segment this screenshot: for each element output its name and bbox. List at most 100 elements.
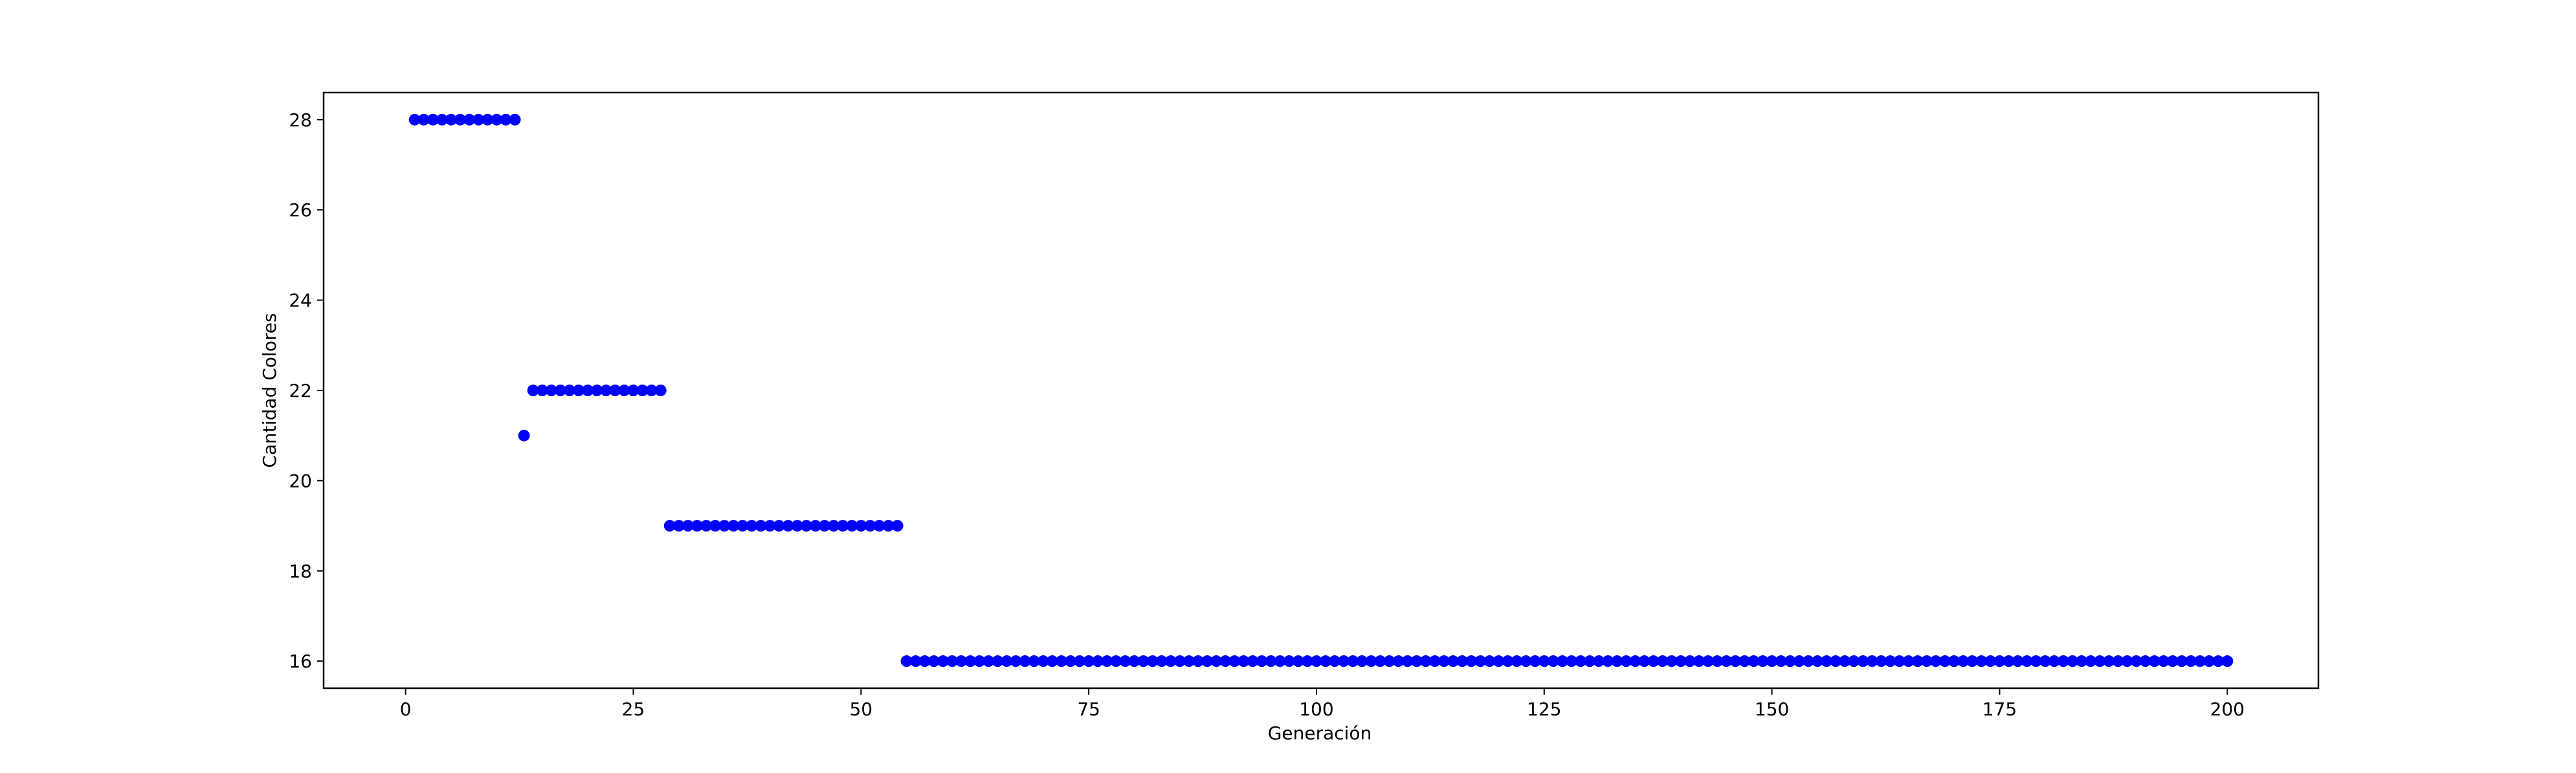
x-tick-label: 125	[1527, 699, 1561, 720]
data-point	[573, 385, 585, 396]
data-point	[545, 385, 557, 396]
data-point	[1447, 655, 1460, 667]
data-point	[536, 385, 548, 396]
data-point	[1465, 655, 1478, 667]
data-point	[1155, 655, 1168, 667]
data-point	[1584, 655, 1596, 667]
data-point	[1793, 655, 1805, 667]
data-point	[837, 520, 849, 532]
x-tick-label: 50	[849, 699, 872, 720]
data-point	[1593, 655, 1605, 667]
data-point	[755, 520, 767, 532]
data-point	[691, 520, 703, 532]
data-point	[1274, 655, 1286, 667]
data-point	[1064, 655, 1076, 667]
data-point	[1757, 655, 1769, 667]
data-point	[2076, 655, 2088, 667]
data-point	[992, 655, 1004, 667]
data-point	[1119, 655, 1131, 667]
data-point	[1629, 655, 1641, 667]
data-point	[1566, 655, 1578, 667]
y-tick-label: 16	[289, 651, 312, 672]
data-point	[1019, 655, 1031, 667]
data-point	[1493, 655, 1505, 667]
data-point	[964, 655, 977, 667]
data-point	[1164, 655, 1177, 667]
data-point	[1511, 655, 1523, 667]
data-point	[1602, 655, 1614, 667]
data-point	[2203, 655, 2215, 667]
data-point	[700, 520, 713, 532]
data-point	[1310, 655, 1322, 667]
data-point	[1410, 655, 1423, 667]
data-point	[1347, 655, 1359, 667]
data-point	[600, 385, 612, 396]
data-point	[1338, 655, 1350, 667]
data-point	[791, 520, 803, 532]
data-point	[591, 385, 603, 396]
data-points	[408, 113, 2234, 667]
data-point	[1228, 655, 1241, 667]
data-point	[482, 113, 494, 126]
data-point	[618, 385, 630, 396]
x-tick-label: 150	[1755, 699, 1789, 720]
data-point	[1848, 655, 1860, 667]
data-point	[2048, 655, 2060, 667]
data-point	[672, 520, 685, 532]
data-point	[2148, 655, 2160, 667]
data-point	[518, 429, 530, 442]
data-point	[873, 520, 885, 532]
data-point	[627, 385, 639, 396]
data-point	[1365, 655, 1377, 667]
data-point	[891, 520, 904, 532]
data-point	[1283, 655, 1295, 667]
y-tick-label: 18	[289, 561, 312, 582]
data-point	[1811, 655, 1823, 667]
data-point	[1939, 655, 1951, 667]
data-point	[2212, 655, 2225, 667]
data-point	[1329, 655, 1341, 667]
data-point	[1046, 655, 1058, 667]
data-point	[909, 655, 922, 667]
data-point	[1301, 655, 1313, 667]
data-point	[1092, 655, 1104, 667]
data-point	[1875, 655, 1887, 667]
data-point	[2067, 655, 2079, 667]
data-point	[527, 385, 539, 396]
data-point	[1748, 655, 1760, 667]
data-point	[1320, 655, 1332, 667]
data-point	[509, 113, 521, 126]
data-point	[846, 520, 858, 532]
data-point	[1419, 655, 1432, 667]
data-point	[682, 520, 694, 532]
data-point	[2157, 655, 2170, 667]
data-point	[463, 113, 476, 126]
data-point	[800, 520, 812, 532]
data-point	[1183, 655, 1195, 667]
y-tick-label: 26	[289, 199, 312, 221]
data-point	[2184, 655, 2197, 667]
data-point	[1893, 655, 1905, 667]
data-point	[500, 113, 512, 126]
data-point	[1556, 655, 1568, 667]
data-point	[1966, 655, 1979, 667]
data-point	[1683, 655, 1696, 667]
data-point	[582, 385, 594, 396]
data-point	[2057, 655, 2069, 667]
data-point	[454, 113, 467, 126]
data-point	[1711, 655, 1724, 667]
data-point	[408, 113, 421, 126]
data-point	[1101, 655, 1113, 667]
data-point	[918, 655, 931, 667]
data-point	[855, 520, 867, 532]
data-point	[1729, 655, 1742, 667]
data-point	[1538, 655, 1550, 667]
data-point	[1984, 655, 1997, 667]
data-point	[900, 655, 913, 667]
data-point	[1647, 655, 1660, 667]
data-point	[1665, 655, 1678, 667]
data-point	[2085, 655, 2097, 667]
data-point	[882, 520, 894, 532]
